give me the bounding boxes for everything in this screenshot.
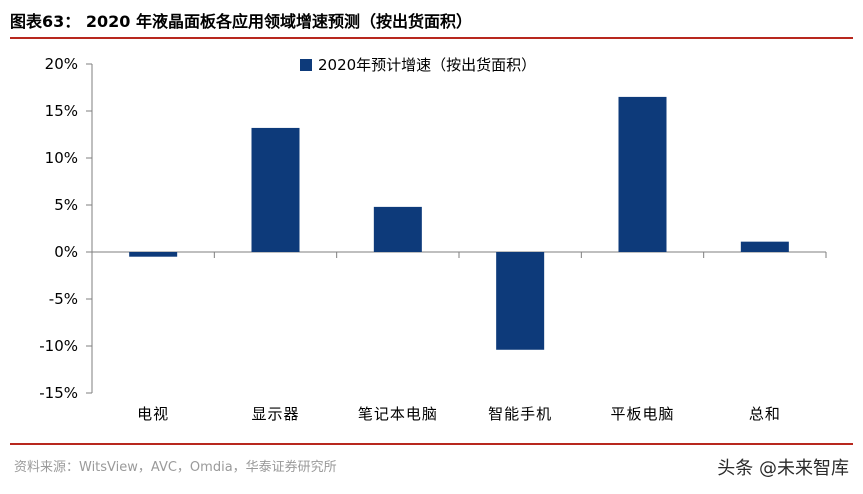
y-tick-label: 0%: [54, 243, 78, 261]
legend-swatch: [300, 59, 312, 71]
y-tick-label: 15%: [45, 102, 78, 120]
bar: [373, 206, 422, 252]
bar: [251, 127, 300, 252]
y-tick-label: -5%: [49, 290, 78, 308]
bar: [129, 252, 178, 257]
y-tick-label: -10%: [39, 337, 78, 355]
source-note: 资料来源：WitsView，AVC，Omdia，华泰证券研究所: [14, 460, 337, 475]
source-rule: [10, 443, 853, 445]
bar: [740, 241, 789, 252]
x-category-label: 总和: [749, 405, 781, 423]
bar-chart: 20% 15% 10% 5% 0% -5% -10% -15% 电视 显示器 笔记本电脑 智能手机 平板…: [39, 55, 827, 423]
bar: [618, 96, 667, 253]
x-category-label: 智能手机: [488, 405, 552, 423]
x-category-label: 显示器: [251, 405, 299, 423]
y-tick-label: -15%: [39, 384, 78, 402]
figure-title: 图表63： 2020 年液晶面板各应用领域增速预测（按出货面积）: [10, 12, 472, 31]
x-category-label: 笔记本电脑: [358, 405, 438, 423]
y-tick-label: 10%: [45, 149, 78, 167]
y-tick-label: 5%: [54, 196, 78, 214]
x-category-label: 电视: [137, 405, 169, 423]
y-tick-label: 20%: [45, 55, 78, 73]
legend-label: 2020年预计增速（按出货面积）: [318, 56, 536, 74]
watermark: 头条 @未来智库: [717, 458, 849, 479]
x-category-label: 平板电脑: [610, 405, 674, 423]
bar: [496, 252, 545, 350]
title-rule: [10, 37, 853, 39]
